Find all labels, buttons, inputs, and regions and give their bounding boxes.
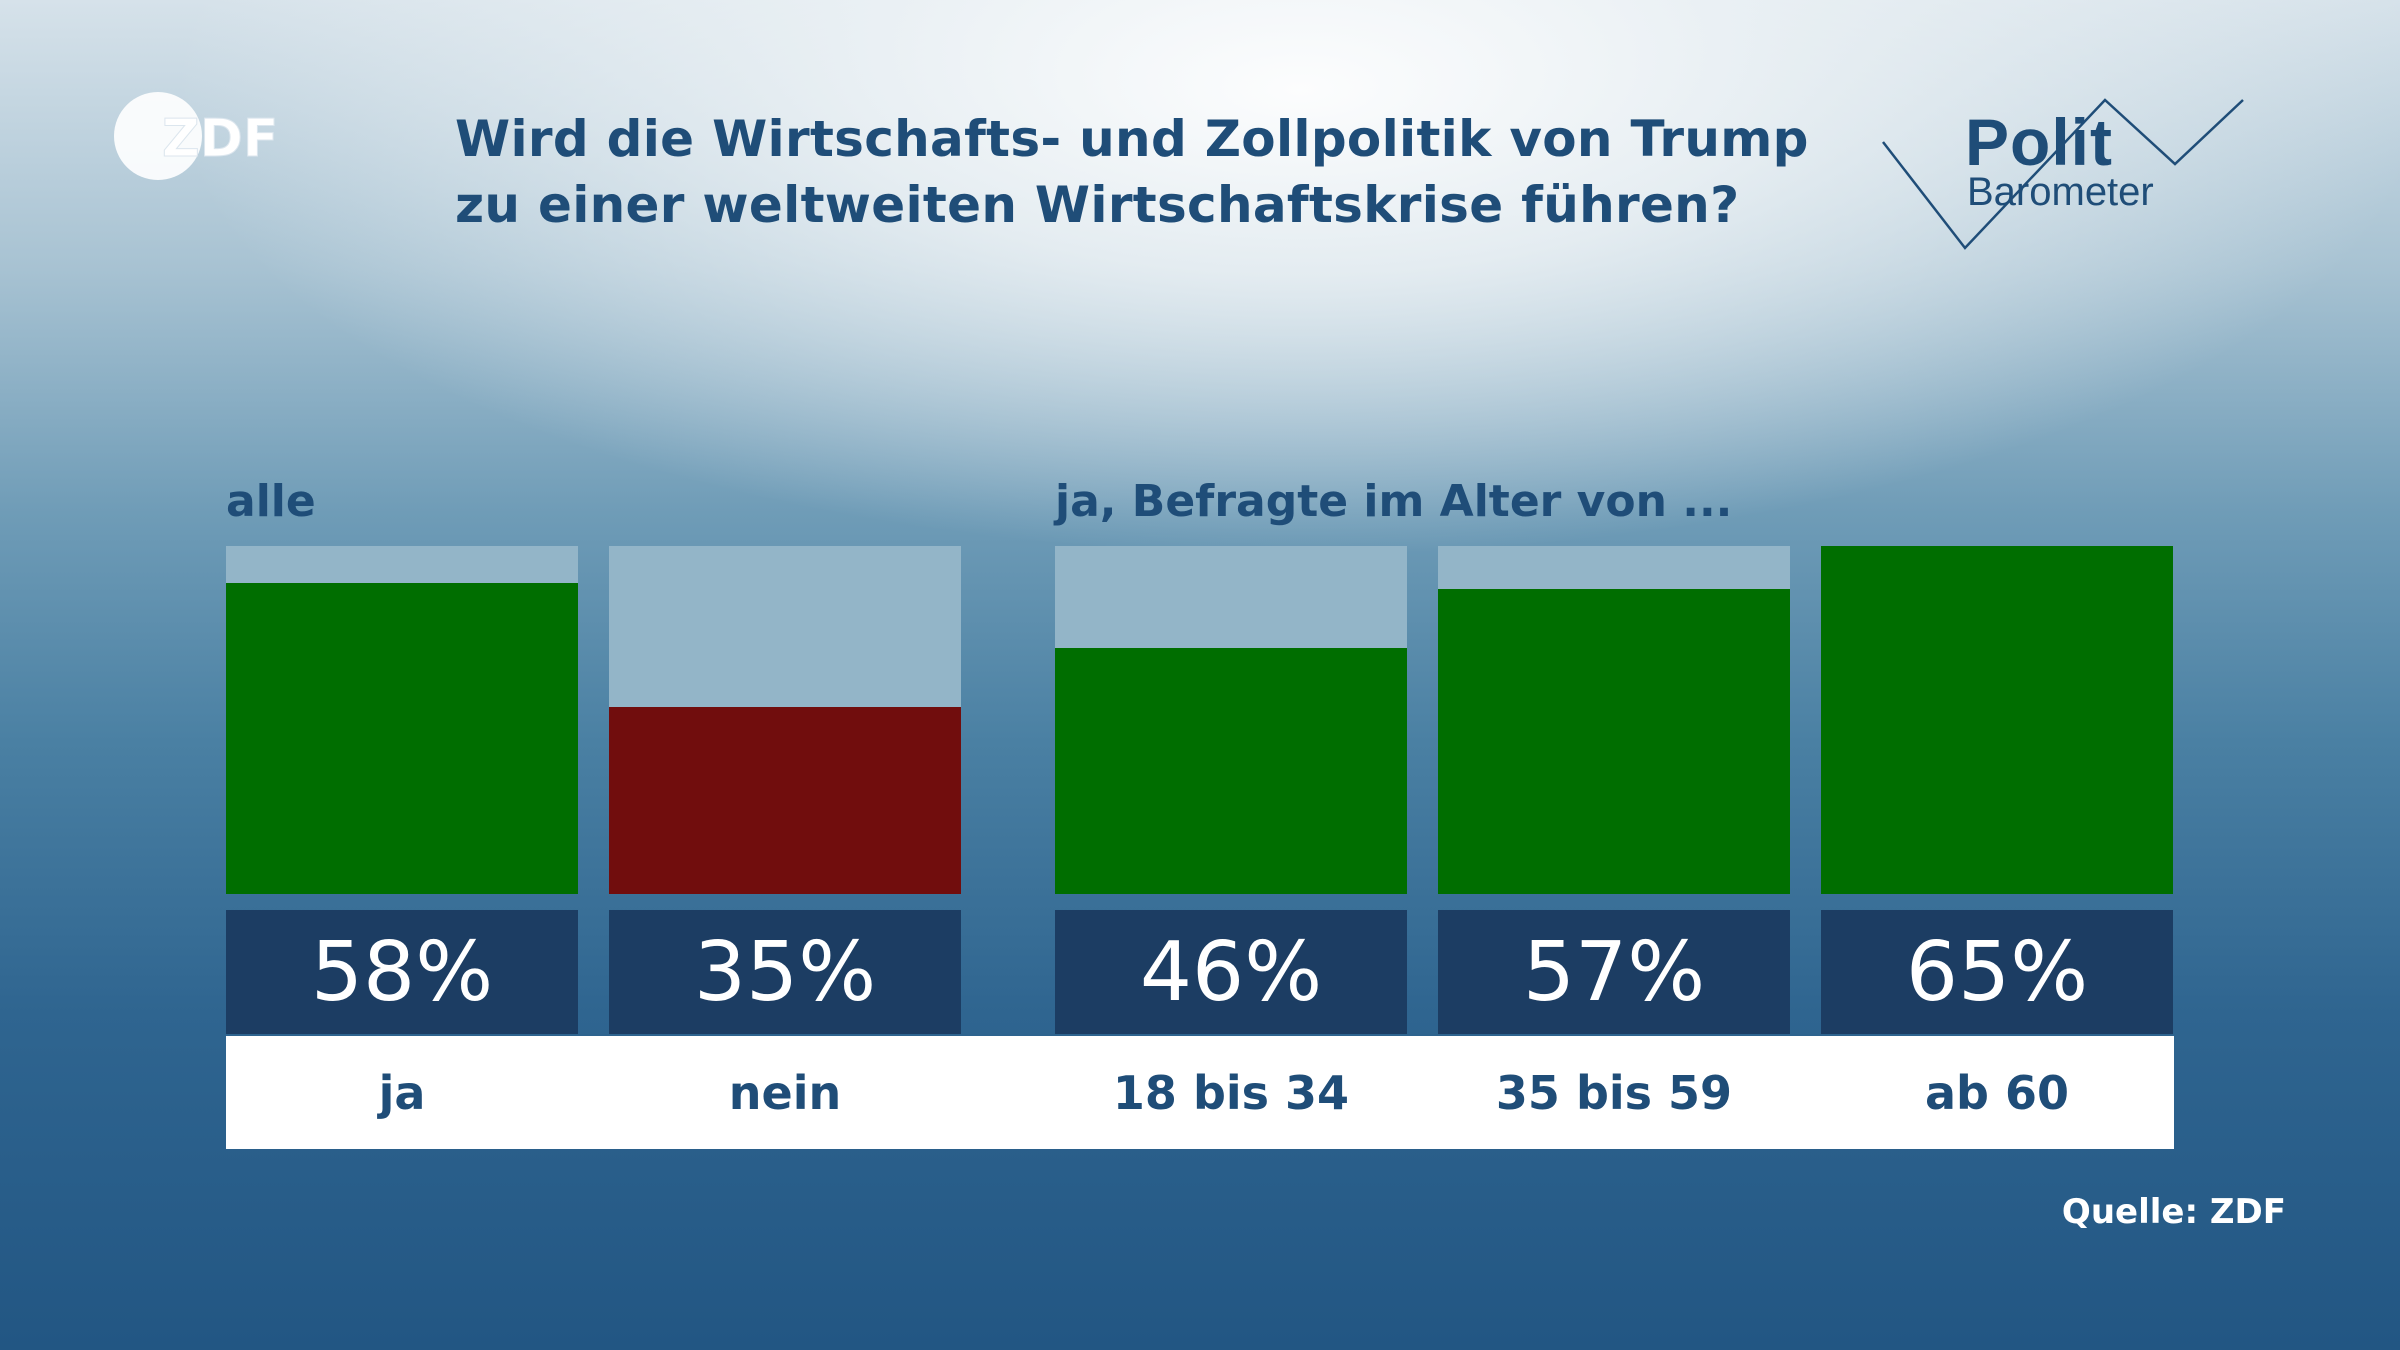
value-label: 65% [1821, 910, 2173, 1034]
value-label: 57% [1438, 910, 1790, 1034]
brand-barometer: Barometer [1967, 170, 2154, 214]
chart-title: Wird die Wirtschafts- und Zollpolitik vo… [455, 110, 1809, 234]
source-label: Quelle: ZDF [2061, 1192, 2286, 1232]
value-label: 46% [1055, 910, 1407, 1034]
bar-35-bis-59 [1438, 589, 1790, 894]
bar-ab-60 [1821, 546, 2173, 894]
category-label: 35 bis 59 [1495, 1065, 1733, 1120]
value-label: 35% [609, 910, 961, 1034]
group-label-alle: alle [226, 476, 316, 527]
politbarometer-logo: Polit Barometer [1875, 92, 2255, 262]
bar-nein [609, 707, 961, 894]
category-label: ab 60 [1925, 1065, 2069, 1120]
category-label: 18 bis 34 [1112, 1065, 1350, 1120]
category-label: ja [378, 1065, 426, 1120]
group-label-age: ja, Befragte im Alter von ... [1055, 476, 1733, 527]
zdf-logo-text: ZDF [162, 109, 278, 169]
bar-ja [226, 583, 578, 894]
bar-18-bis-34 [1055, 648, 1407, 894]
zdf-logo: ZDF [112, 88, 292, 184]
category-strip [226, 1036, 2174, 1149]
brand-polit: Polit [1965, 105, 2113, 179]
value-label: 58% [226, 910, 578, 1034]
category-label: nein [728, 1065, 842, 1120]
